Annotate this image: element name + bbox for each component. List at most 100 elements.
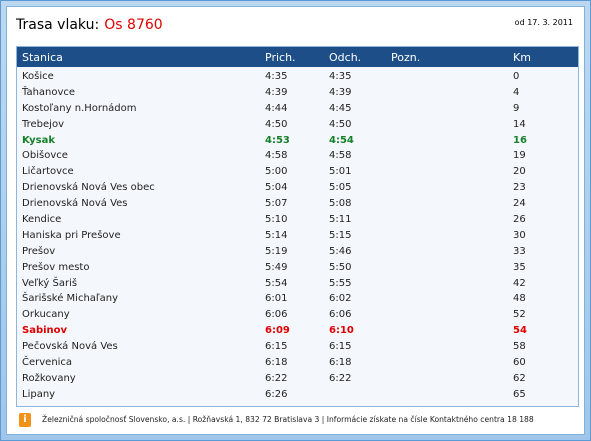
table-row: Prešov mesto 5:49 5:50 35 — [17, 261, 578, 277]
cell-km: 4 — [513, 86, 520, 98]
cell-arrival: 5:14 — [265, 229, 288, 241]
footer-text: Železničná spoločnosť Slovensko, a.s. | … — [42, 415, 534, 424]
table-row: Ličartovce 5:00 5:01 20 — [17, 165, 578, 181]
cell-km: 20 — [513, 166, 526, 178]
cell-km: 30 — [513, 229, 526, 241]
cell-departure: 6:02 — [329, 293, 352, 305]
cell-arrival: 6:26 — [265, 388, 288, 400]
cell-arrival: 6:06 — [265, 309, 288, 321]
col-header-note: Pozn. — [391, 51, 421, 64]
cell-arrival: 4:53 — [265, 134, 290, 146]
cell-station: Rožkovany — [22, 372, 76, 384]
title-label: Trasa vlaku: — [16, 17, 100, 33]
table-row: Košice 4:35 4:35 0 — [17, 70, 578, 86]
table-row: Červenica 6:18 6:18 60 — [17, 356, 578, 372]
table-row: Pečovská Nová Ves 6:15 6:15 58 — [17, 340, 578, 356]
cell-arrival: 4:50 — [265, 118, 288, 130]
cell-arrival: 4:58 — [265, 150, 288, 162]
cell-arrival: 6:01 — [265, 293, 288, 305]
cell-km: 26 — [513, 214, 526, 226]
cell-station: Haniska pri Prešove — [22, 229, 121, 241]
cell-arrival: 4:39 — [265, 86, 288, 98]
cell-station: Ličartovce — [22, 166, 74, 178]
info-icon: i — [19, 413, 31, 427]
route-table: Stanica Prich. Odch. Pozn. Km Košice 4:35… — [16, 46, 579, 407]
table-row: Ťahanovce 4:39 4:39 4 — [17, 86, 578, 102]
cell-departure: 4:39 — [329, 86, 352, 98]
page-title: Trasa vlaku: Os 8760 — [16, 14, 163, 34]
table-row: Drienovská Nová Ves 5:07 5:08 24 — [17, 197, 578, 213]
cell-departure: 4:45 — [329, 102, 352, 114]
cell-departure: 6:22 — [329, 372, 352, 384]
cell-km: 33 — [513, 245, 526, 257]
cell-station: Lipany — [22, 388, 56, 400]
cell-arrival: 4:35 — [265, 71, 288, 82]
cell-arrival: 6:22 — [265, 372, 288, 384]
cell-arrival: 4:44 — [265, 102, 288, 114]
cell-station: Prešov mesto — [22, 261, 90, 273]
col-header-station: Stanica — [22, 51, 63, 64]
cell-km: 19 — [513, 150, 526, 162]
cell-km: 24 — [513, 198, 526, 210]
cell-km: 9 — [513, 102, 520, 114]
table-row: Haniska pri Prešove 5:14 5:15 30 — [17, 229, 578, 245]
cell-km: 23 — [513, 182, 526, 194]
col-header-arrival: Prich. — [265, 51, 296, 64]
cell-departure: 5:55 — [329, 277, 352, 289]
cell-station: Kostoľany n.Hornádom — [22, 102, 137, 114]
cell-station: Kendice — [22, 214, 62, 226]
table-row: Veľký Šariš 5:54 5:55 42 — [17, 277, 578, 293]
cell-station: Veľký Šariš — [22, 277, 78, 289]
cell-km: 42 — [513, 277, 526, 289]
table-row: Trebejov 4:50 4:50 14 — [17, 118, 578, 134]
table-row: Kysak 4:53 4:54 16 — [17, 134, 578, 150]
cell-arrival: 5:54 — [265, 277, 288, 289]
table-row: Sabinov 6:09 6:10 54 — [17, 324, 578, 340]
cell-station: Trebejov — [22, 118, 64, 130]
cell-departure: 4:35 — [329, 71, 352, 82]
table-row: Orkucany 6:06 6:06 52 — [17, 308, 578, 324]
table-row: Drienovská Nová Ves obec 5:04 5:05 23 — [17, 181, 578, 197]
col-header-departure: Odch. — [329, 51, 362, 64]
cell-km: 52 — [513, 309, 526, 321]
cell-departure: 5:11 — [329, 214, 352, 226]
cell-km: 35 — [513, 261, 526, 273]
cell-departure: 6:06 — [329, 309, 352, 321]
cell-km: 48 — [513, 293, 526, 305]
table-row: Šarišské Michaľany 6:01 6:02 48 — [17, 292, 578, 308]
cell-km: 0 — [513, 71, 520, 82]
cell-km: 58 — [513, 341, 526, 353]
cell-station: Orkucany — [22, 309, 70, 321]
table-header: Stanica Prich. Odch. Pozn. Km — [17, 47, 578, 67]
table-body: Košice 4:35 4:35 0 Ťahanovce 4:39 4:39 4 Kostoľa… — [17, 67, 578, 404]
table-row: Prešov 5:19 5:46 33 — [17, 245, 578, 261]
cell-departure: 6:15 — [329, 341, 352, 353]
cell-station: Ťahanovce — [22, 86, 76, 98]
cell-departure: 4:54 — [329, 134, 354, 146]
col-header-km: Km — [513, 51, 531, 64]
footer: i Železničná spoločnosť Slovensko, a.s. … — [16, 413, 581, 431]
cell-station: Prešov — [22, 245, 56, 257]
cell-station: Drienovská Nová Ves obec — [22, 182, 155, 194]
cell-km: 60 — [513, 357, 526, 369]
cell-arrival: 6:18 — [265, 357, 288, 369]
table-row: Kendice 5:10 5:11 26 — [17, 213, 578, 229]
table-row: Rožkovany 6:22 6:22 62 — [17, 372, 578, 388]
cell-departure: 6:10 — [329, 325, 354, 337]
train-route-panel: Trasa vlaku: Os 8760 od 17. 3. 2011 Stan… — [6, 6, 585, 435]
cell-station: Pečovská Nová Ves — [22, 341, 118, 353]
cell-station: Drienovská Nová Ves — [22, 198, 128, 210]
cell-arrival: 6:15 — [265, 341, 288, 353]
cell-km: 65 — [513, 388, 526, 400]
cell-departure: 4:50 — [329, 118, 352, 130]
cell-departure: 5:46 — [329, 245, 352, 257]
cell-km: 62 — [513, 372, 526, 384]
cell-arrival: 5:19 — [265, 245, 288, 257]
cell-station: Červenica — [22, 357, 73, 369]
cell-km: 54 — [513, 325, 527, 337]
cell-arrival: 5:07 — [265, 198, 288, 210]
cell-departure: 5:15 — [329, 229, 352, 241]
cell-km: 16 — [513, 134, 527, 146]
cell-departure: 5:50 — [329, 261, 352, 273]
